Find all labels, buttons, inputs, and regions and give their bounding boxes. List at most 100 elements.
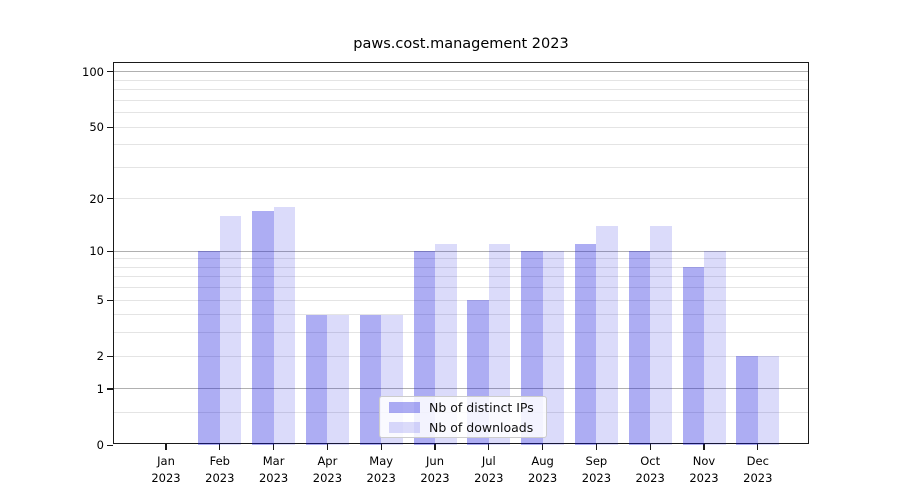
x-tick-mark-sep bbox=[595, 444, 597, 450]
x-tick-label-oct: Oct 2023 bbox=[618, 453, 682, 487]
x-tick-label-jun: Jun 2023 bbox=[403, 453, 467, 487]
bar-distinct-ips-nov bbox=[682, 267, 704, 445]
gridline-9 bbox=[114, 258, 808, 260]
bar-downloads-jun bbox=[435, 244, 457, 445]
gridline-30 bbox=[114, 166, 808, 168]
legend-row-distinct-ips: Nb of distinct IPs bbox=[389, 400, 546, 415]
gridline-90 bbox=[114, 79, 808, 81]
month-label: Jun bbox=[426, 454, 444, 468]
y-tick-mark-2 bbox=[107, 355, 113, 357]
y-tick-mark-20 bbox=[107, 198, 113, 200]
gridline-100 bbox=[114, 71, 808, 73]
year-label: 2023 bbox=[151, 471, 181, 485]
gridline-50 bbox=[114, 126, 808, 128]
bar-downloads-oct bbox=[650, 226, 672, 445]
month-label: May bbox=[369, 454, 394, 468]
month-label: Jan bbox=[157, 454, 175, 468]
y-tick-label-2: 2 bbox=[96, 349, 104, 364]
x-tick-label-mar: Mar 2023 bbox=[242, 453, 306, 487]
bar-distinct-ips-apr bbox=[305, 314, 328, 445]
legend-label-distinct-ips: Nb of distinct IPs bbox=[429, 399, 534, 415]
y-tick-mark-50 bbox=[107, 126, 113, 128]
gridline-80 bbox=[114, 89, 808, 91]
x-tick-mark-may bbox=[380, 444, 382, 450]
bar-distinct-ips-may bbox=[359, 314, 382, 445]
month-label: Apr bbox=[317, 454, 338, 468]
gridline-6 bbox=[114, 287, 808, 289]
y-tick-label-5: 5 bbox=[96, 293, 104, 308]
year-label: 2023 bbox=[743, 471, 773, 485]
y-tick-label-0: 0 bbox=[96, 438, 104, 452]
gridline-8 bbox=[114, 266, 808, 268]
year-label: 2023 bbox=[635, 471, 665, 485]
year-label: 2023 bbox=[420, 471, 450, 485]
y-tick-label-100: 100 bbox=[82, 64, 104, 79]
x-tick-mark-nov bbox=[703, 444, 705, 450]
legend-swatch-distinct-ips bbox=[389, 401, 420, 413]
year-label: 2023 bbox=[312, 471, 343, 485]
x-tick-label-jan: Jan 2023 bbox=[134, 453, 198, 487]
y-tick-label-50: 50 bbox=[89, 120, 104, 135]
y-tick-mark-5 bbox=[107, 299, 113, 301]
x-tick-mark-aug bbox=[542, 444, 544, 450]
bar-distinct-ips-mar bbox=[252, 211, 274, 445]
year-label: 2023 bbox=[205, 471, 235, 485]
year-label: 2023 bbox=[258, 471, 289, 485]
chart-title: paws.cost.management 2023 bbox=[353, 36, 569, 52]
plot-area: 0 1 2 5 10 20 50 100 Jan 2023 Feb 2023 Mar 2023 Apr 20… bbox=[82, 62, 809, 485]
bar-distinct-ips-feb bbox=[198, 251, 220, 445]
x-tick-mark-mar bbox=[273, 444, 275, 450]
x-tick-label-dec: Dec 2023 bbox=[726, 453, 790, 487]
y-tick-mark-0 bbox=[107, 444, 113, 446]
bar-downloads-jul bbox=[488, 244, 511, 445]
year-label: 2023 bbox=[474, 471, 504, 485]
month-label: Oct bbox=[640, 454, 661, 468]
x-tick-mark-jun bbox=[434, 444, 436, 450]
month-label: Sep bbox=[585, 454, 608, 468]
year-label: 2023 bbox=[527, 471, 558, 485]
bar-distinct-ips-dec bbox=[736, 356, 758, 445]
y-tick-label-10: 10 bbox=[89, 244, 104, 259]
y-tick-mark-10 bbox=[107, 250, 113, 252]
gridline-1 bbox=[114, 388, 808, 390]
x-tick-label-sep: Sep 2023 bbox=[564, 453, 628, 487]
month-label: Feb bbox=[209, 454, 230, 468]
x-tick-mark-jul bbox=[488, 444, 490, 450]
legend-row-downloads: Nb of downloads bbox=[389, 420, 546, 435]
gridline-20 bbox=[114, 198, 808, 200]
year-label: 2023 bbox=[366, 471, 396, 485]
month-label: Jul bbox=[481, 454, 496, 468]
x-tick-label-feb: Feb 2023 bbox=[188, 453, 252, 487]
gridline-70 bbox=[114, 99, 808, 101]
legend-label-downloads: Nb of downloads bbox=[429, 419, 534, 435]
legend-swatch-downloads bbox=[389, 421, 420, 433]
bar-downloads-nov bbox=[704, 251, 726, 445]
x-tick-label-aug: Aug 2023 bbox=[511, 453, 575, 487]
year-label: 2023 bbox=[689, 471, 719, 485]
bar-downloads-feb bbox=[219, 215, 242, 445]
bar-downloads-dec bbox=[757, 356, 780, 445]
gridline-2 bbox=[114, 355, 808, 357]
bar-distinct-ips-oct bbox=[628, 251, 651, 445]
gridline-3 bbox=[114, 332, 808, 334]
gridline-40 bbox=[114, 144, 808, 146]
gridline-5 bbox=[114, 299, 808, 301]
x-tick-label-jul: Jul 2023 bbox=[457, 453, 521, 487]
bar-downloads-sep bbox=[596, 226, 618, 445]
bar-downloads-apr bbox=[327, 314, 349, 445]
gridline-7 bbox=[114, 276, 808, 278]
gridline-4 bbox=[114, 314, 808, 316]
month-label: Aug bbox=[531, 454, 554, 468]
year-label: 2023 bbox=[581, 471, 612, 485]
x-tick-label-apr: Apr 2023 bbox=[295, 453, 359, 487]
month-label: Dec bbox=[746, 454, 769, 468]
y-tick-mark-1 bbox=[107, 388, 113, 390]
y-tick-label-20: 20 bbox=[89, 191, 104, 206]
y-tick-label-1: 1 bbox=[96, 381, 104, 396]
x-tick-mark-oct bbox=[649, 444, 651, 450]
gridline-60 bbox=[114, 112, 808, 114]
month-label: Mar bbox=[262, 454, 285, 468]
y-tick-mark-100 bbox=[107, 71, 113, 73]
gridline-10 bbox=[114, 250, 808, 252]
x-tick-label-may: May 2023 bbox=[349, 453, 413, 487]
